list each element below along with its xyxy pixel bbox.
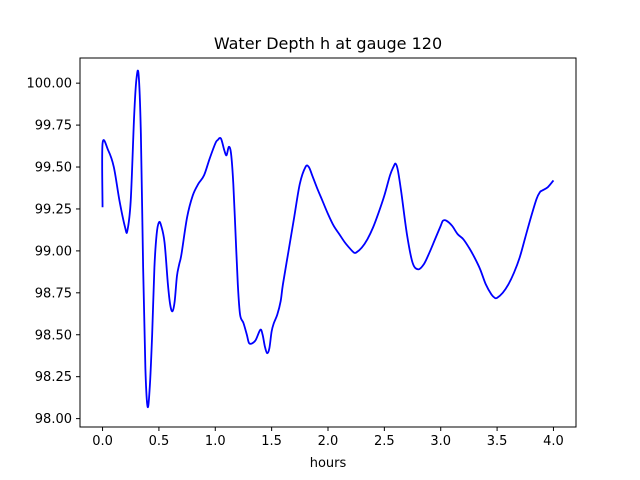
x-axis-label: hours xyxy=(310,456,347,471)
plot-area xyxy=(80,58,576,427)
y-tick-label: 99.25 xyxy=(35,202,72,217)
x-tick-label: 1.0 xyxy=(205,434,226,449)
x-tick-label: 2.5 xyxy=(374,434,395,449)
y-tick-label: 98.00 xyxy=(35,412,72,427)
y-tick-label: 100.00 xyxy=(27,77,73,92)
x-tick-label: 4.0 xyxy=(543,434,564,449)
plot-frame xyxy=(79,57,577,428)
chart-title: Water Depth h at gauge 120 xyxy=(214,34,442,53)
series-line xyxy=(101,69,555,409)
x-tick-label: 0.5 xyxy=(149,434,170,449)
y-tick-label: 99.00 xyxy=(35,244,72,259)
x-tick-label: 1.5 xyxy=(261,434,282,449)
y-axis: 98.00 98.25 98.50 98.75 99.00 99.25 99.50 99.75… xyxy=(27,77,80,427)
y-tick-label: 99.50 xyxy=(35,161,72,176)
x-axis: 0.0 0.5 1.0 1.5 2.0 2.5 3.0 3.5 4.0 xyxy=(92,427,564,449)
x-tick-label: 0.0 xyxy=(92,434,113,449)
y-tick-label: 98.50 xyxy=(35,328,72,343)
y-tick-label: 98.75 xyxy=(35,286,72,301)
y-tick-label: 98.25 xyxy=(35,370,72,385)
series-group xyxy=(101,69,555,409)
x-tick-label: 3.5 xyxy=(487,434,508,449)
x-tick-label: 2.0 xyxy=(318,434,339,449)
y-tick-label: 99.75 xyxy=(35,119,72,134)
x-tick-label: 3.0 xyxy=(430,434,451,449)
